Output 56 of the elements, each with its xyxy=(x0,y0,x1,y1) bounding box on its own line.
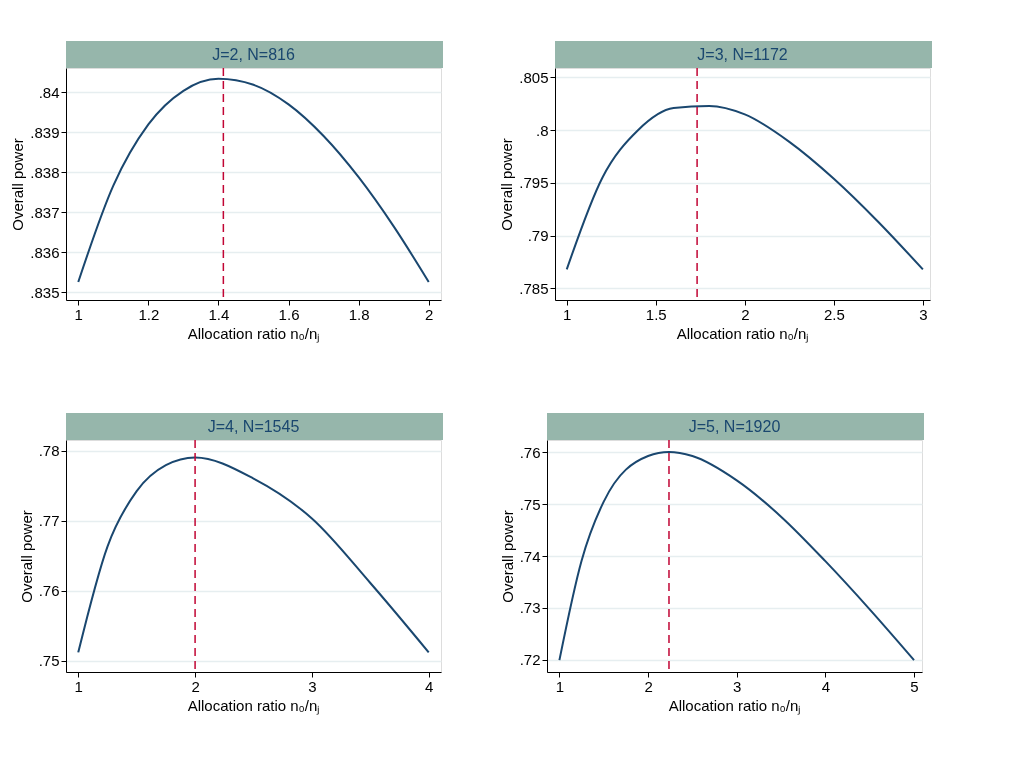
x-tick-label: 3 xyxy=(733,677,742,695)
chart-title: J=4, N=1545 xyxy=(207,418,300,435)
line-series xyxy=(558,450,916,662)
y-axis-title: Overall power xyxy=(498,138,516,231)
y-tick-label: .785 xyxy=(519,279,549,297)
y-tick-label: .838 xyxy=(30,163,60,181)
x-axis-title: Allocation ratio n₀/nⱼ xyxy=(676,324,810,343)
y-tick-label: .72 xyxy=(519,651,541,669)
x-tick-label: 1.8 xyxy=(348,305,370,323)
y-axis-title: Overall power xyxy=(17,510,35,603)
y-tick-label: .795 xyxy=(519,174,549,192)
line-series xyxy=(77,77,430,283)
x-axis-title: Allocation ratio n₀/nⱼ xyxy=(668,696,802,715)
y-tick-label: .837 xyxy=(30,203,60,221)
x-tick-label: 1.6 xyxy=(278,305,300,323)
line-series xyxy=(77,456,430,654)
x-tick-label: 2 xyxy=(425,305,434,323)
x-tick-label: 1.5 xyxy=(645,305,667,323)
y-tick-label: .77 xyxy=(38,512,60,530)
x-tick-label: 5 xyxy=(910,677,919,695)
y-tick-label: .84 xyxy=(38,83,60,101)
line-series xyxy=(565,104,924,271)
chart-title: J=2, N=816 xyxy=(212,46,295,63)
chart-title: J=5, N=1920 xyxy=(688,418,781,435)
y-tick-label: .75 xyxy=(519,495,541,513)
x-tick-label: 2 xyxy=(191,677,200,695)
x-tick-label: 4 xyxy=(821,677,831,695)
x-tick-label: 1 xyxy=(74,305,83,323)
y-tick-label: .8 xyxy=(535,121,549,139)
y-tick-label: .79 xyxy=(527,227,549,245)
y-tick-label: .76 xyxy=(38,582,60,600)
y-tick-label: .76 xyxy=(519,443,541,461)
x-tick-label: 2 xyxy=(644,677,653,695)
y-tick-label: .835 xyxy=(30,283,60,301)
x-tick-label: 1.4 xyxy=(208,305,230,323)
x-tick-label: 1 xyxy=(563,305,572,323)
chart-title: J=3, N=1172 xyxy=(697,46,788,63)
y-axis-title: Overall power xyxy=(498,510,516,603)
y-tick-label: .73 xyxy=(519,599,541,617)
x-tick-label: 1 xyxy=(555,677,565,695)
x-tick-label: 4 xyxy=(425,677,434,695)
y-tick-label: .839 xyxy=(30,123,60,141)
x-axis-title: Allocation ratio n₀/nⱼ xyxy=(187,324,321,343)
y-tick-label: .74 xyxy=(519,547,541,565)
x-tick-label: 2 xyxy=(741,305,750,323)
y-axis-title: Overall power xyxy=(9,138,27,231)
y-tick-label: .836 xyxy=(30,243,60,261)
x-tick-label: 1 xyxy=(74,677,83,695)
x-tick-label: 1.2 xyxy=(138,305,160,323)
y-tick-label: .805 xyxy=(519,68,549,86)
x-tick-label: 2.5 xyxy=(823,305,845,323)
y-tick-label: .75 xyxy=(38,652,60,670)
x-tick-label: 3 xyxy=(308,677,317,695)
x-tick-label: 3 xyxy=(919,305,928,323)
y-tick-label: .78 xyxy=(38,442,60,460)
x-axis-title: Allocation ratio n₀/nⱼ xyxy=(187,696,321,715)
